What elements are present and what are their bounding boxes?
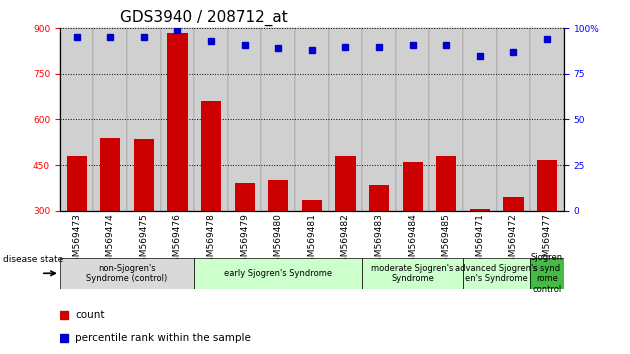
- Text: non-Sjogren's
Syndrome (control): non-Sjogren's Syndrome (control): [86, 264, 168, 283]
- FancyBboxPatch shape: [329, 28, 362, 211]
- FancyBboxPatch shape: [261, 28, 295, 211]
- FancyBboxPatch shape: [60, 28, 93, 211]
- Text: GDS3940 / 208712_at: GDS3940 / 208712_at: [120, 9, 288, 25]
- Text: count: count: [75, 310, 105, 320]
- Bar: [194, 258, 362, 289]
- Bar: [100, 138, 120, 211]
- Bar: [201, 101, 221, 211]
- Bar: [134, 139, 154, 211]
- FancyBboxPatch shape: [295, 28, 329, 211]
- Bar: [60, 258, 194, 289]
- Bar: [302, 200, 322, 211]
- Bar: [537, 160, 557, 211]
- FancyBboxPatch shape: [463, 28, 496, 211]
- Bar: [403, 162, 423, 211]
- Bar: [168, 33, 188, 211]
- Text: early Sjogren's Syndrome: early Sjogren's Syndrome: [224, 269, 332, 278]
- FancyBboxPatch shape: [496, 28, 530, 211]
- FancyBboxPatch shape: [228, 28, 261, 211]
- Bar: [436, 156, 456, 211]
- FancyBboxPatch shape: [93, 28, 127, 211]
- FancyBboxPatch shape: [362, 28, 396, 211]
- Text: Sjogren
s synd
rome
control: Sjogren s synd rome control: [531, 253, 563, 293]
- Text: moderate Sjogren's
Syndrome: moderate Sjogren's Syndrome: [372, 264, 454, 283]
- Bar: [335, 156, 355, 211]
- Bar: [530, 258, 564, 289]
- FancyBboxPatch shape: [430, 28, 463, 211]
- Text: disease state: disease state: [3, 255, 64, 264]
- FancyBboxPatch shape: [194, 28, 228, 211]
- FancyBboxPatch shape: [127, 28, 161, 211]
- Bar: [268, 180, 289, 211]
- FancyBboxPatch shape: [530, 28, 564, 211]
- Bar: [369, 185, 389, 211]
- FancyBboxPatch shape: [396, 28, 430, 211]
- Bar: [362, 258, 463, 289]
- Bar: [503, 197, 524, 211]
- Bar: [470, 209, 490, 211]
- Bar: [67, 156, 87, 211]
- Text: percentile rank within the sample: percentile rank within the sample: [75, 333, 251, 343]
- Bar: [234, 183, 255, 211]
- Text: advanced Sjogren's
en's Syndrome: advanced Sjogren's en's Syndrome: [455, 264, 538, 283]
- FancyBboxPatch shape: [161, 28, 194, 211]
- Bar: [463, 258, 530, 289]
